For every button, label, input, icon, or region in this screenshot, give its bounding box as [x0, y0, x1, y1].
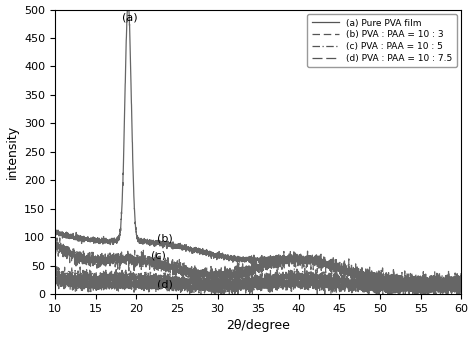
Text: (c): (c): [151, 250, 166, 261]
(d) PVA : PAA = 10 : 7.5: (58.5, 7.44): PAA = 10 : 7.5: (58.5, 7.44): [447, 288, 452, 292]
(a) Pure PVA film: [347, 271, 353, 275]
(c) PVA : PAA = 10 : 5: (60, 9.33): PAA = 10 : 5: (60, 9.33): [459, 287, 465, 291]
(b) PVA : PAA = 10 : 3: (56, 17.7): PAA = 10 : 3: (56, 17.7): [426, 282, 432, 286]
(c) PVA : PAA = 10 : 5: (52.8, -4.41): PAA = 10 : 5: (52.8, -4.41): [401, 295, 406, 299]
(d) PVA : PAA = 10 : 7.5: (60, 12.8): PAA = 10 : 7.5: (60, 12.8): [459, 285, 465, 289]
(a) Pure PVA film: [246, 258, 251, 262]
(c) PVA : PAA = 10 : 5: (31.4, 17.2): PAA = 10 : 5: (31.4, 17.2): [226, 282, 232, 286]
(a) Pure PVA film: [446, 282, 452, 286]
(b) PVA : PAA = 10 : 3: (31.4, 37.3): PAA = 10 : 3: (31.4, 37.3): [226, 271, 232, 275]
(a) Pure PVA film: [453, 285, 459, 289]
(d) PVA : PAA = 10 : 7.5: (10.3, 33.9): PAA = 10 : 7.5: (10.3, 33.9): [55, 273, 61, 277]
Text: (b): (b): [156, 233, 173, 243]
(c) PVA : PAA = 10 : 5: (31, 10.6): PAA = 10 : 5: (31, 10.6): [223, 286, 228, 290]
(b) PVA : PAA = 10 : 3: (10.6, 98.8): PAA = 10 : 3: (10.6, 98.8): [57, 236, 63, 240]
(b) PVA : PAA = 10 : 3: (60, 35.2): PAA = 10 : 3: (60, 35.2): [459, 272, 465, 276]
(d) PVA : PAA = 10 : 7.5: (10, 28.8): PAA = 10 : 7.5: (10, 28.8): [52, 276, 58, 280]
(b) PVA : PAA = 10 : 3: (58.5, 19.3): PAA = 10 : 3: (58.5, 19.3): [447, 281, 452, 285]
Y-axis label: intensity: intensity: [6, 125, 18, 179]
X-axis label: 2θ/degree: 2θ/degree: [226, 319, 290, 333]
(a) Pure PVA film: [226, 255, 232, 259]
Line: (d) PVA : PAA = 10 : 7.5: (d) PVA : PAA = 10 : 7.5: [55, 275, 462, 298]
(d) PVA : PAA = 10 : 7.5: (31.4, 9.34): PAA = 10 : 7.5: (31.4, 9.34): [226, 287, 232, 291]
(b) PVA : PAA = 10 : 3: (31, 32.3): PAA = 10 : 3: (31, 32.3): [223, 274, 228, 278]
Line: (b) PVA : PAA = 10 : 3: (b) PVA : PAA = 10 : 3: [55, 238, 462, 294]
(c) PVA : PAA = 10 : 5: (33.8, 24.3): PAA = 10 : 5: (33.8, 24.3): [246, 278, 251, 282]
(a) Pure PVA film: [426, 280, 432, 284]
(d) PVA : PAA = 10 : 7.5: (49.5, -6.92): PAA = 10 : 7.5: (49.5, -6.92): [374, 296, 379, 300]
(a) Pure PVA film: [52, 229, 58, 233]
(c) PVA : PAA = 10 : 5: (56, 9.33): PAA = 10 : 5: (56, 9.33): [426, 287, 432, 291]
(a) Pure PVA film: [459, 281, 465, 285]
(c) PVA : PAA = 10 : 5: (58.5, 16.8): PAA = 10 : 5: (58.5, 16.8): [447, 283, 452, 287]
(d) PVA : PAA = 10 : 7.5: (46.3, 16.1): PAA = 10 : 7.5: (46.3, 16.1): [347, 283, 353, 287]
(d) PVA : PAA = 10 : 7.5: (33.8, 12.6): PAA = 10 : 7.5: (33.8, 12.6): [246, 285, 251, 289]
(a) Pure PVA film: [125, 0, 131, 4]
Text: (a): (a): [122, 12, 137, 22]
(b) PVA : PAA = 10 : 3: (55.1, 1.04): PAA = 10 : 3: (55.1, 1.04): [419, 292, 425, 296]
(d) PVA : PAA = 10 : 7.5: (31, 14): PAA = 10 : 7.5: (31, 14): [223, 284, 228, 288]
Line: (a) Pure PVA film: (a) Pure PVA film: [55, 2, 462, 287]
Text: (d): (d): [156, 280, 173, 289]
(a) Pure PVA film: [223, 255, 228, 259]
(b) PVA : PAA = 10 : 3: (33.8, 26.8): PAA = 10 : 3: (33.8, 26.8): [246, 277, 251, 281]
(c) PVA : PAA = 10 : 5: (10, 36.4): PAA = 10 : 5: (10, 36.4): [52, 271, 58, 275]
Line: (c) PVA : PAA = 10 : 5: (c) PVA : PAA = 10 : 5: [55, 267, 462, 297]
(b) PVA : PAA = 10 : 3: (10, 83.7): PAA = 10 : 3: (10, 83.7): [52, 244, 58, 248]
(c) PVA : PAA = 10 : 5: (10.2, 48.1): PAA = 10 : 5: (10.2, 48.1): [54, 265, 60, 269]
Legend: (a) Pure PVA film, (b) PVA : PAA = 10 : 3, (c) PVA : PAA = 10 : 5, (d) PVA : PAA: (a) Pure PVA film, (b) PVA : PAA = 10 : …: [307, 14, 457, 67]
(b) PVA : PAA = 10 : 3: (46.3, 32.9): PAA = 10 : 3: (46.3, 32.9): [347, 273, 353, 277]
(c) PVA : PAA = 10 : 5: (46.3, 16.6): PAA = 10 : 5: (46.3, 16.6): [347, 283, 353, 287]
(d) PVA : PAA = 10 : 7.5: (56, 9.99): PAA = 10 : 7.5: (56, 9.99): [426, 286, 432, 290]
